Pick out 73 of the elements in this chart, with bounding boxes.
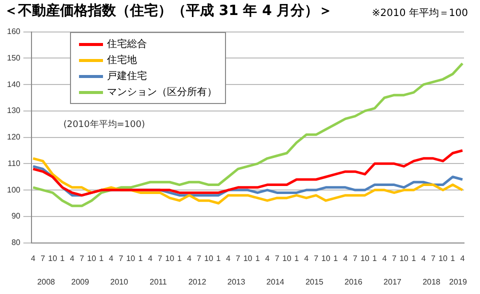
- x2-tick-label: 2017: [384, 277, 402, 286]
- x-tick-label: 7: [314, 254, 319, 263]
- x-tick-label: 7: [392, 254, 397, 263]
- x-tick-label: 7: [274, 254, 280, 263]
- y-tick-label: 140: [6, 80, 21, 89]
- y-tick-label: 100: [6, 185, 21, 194]
- x2-tick-label: 2014: [266, 277, 285, 286]
- x-tick-label: 1: [372, 254, 378, 263]
- x-tick-label: 7: [40, 254, 46, 263]
- x-tick-label: 4: [108, 254, 114, 263]
- y-tick-label: 110: [8, 158, 21, 168]
- x-tick-label: 1: [333, 254, 338, 263]
- x-tick-label: 10: [282, 254, 292, 263]
- x-tick-label: 4: [70, 254, 75, 263]
- x-tick-label: 7: [118, 254, 124, 263]
- x2-tick-label: 2015: [305, 277, 324, 286]
- x-tick-label: 1: [450, 254, 456, 263]
- legend-label: 住宅総合: [107, 38, 147, 51]
- x-tick-label: 10: [204, 254, 214, 263]
- chart-subtitle: ※2010 年平均＝100: [372, 7, 468, 20]
- x-tick-label: 10: [87, 254, 97, 263]
- annotation: (2010年平均=100): [63, 119, 146, 130]
- x2-tick-label: 2018: [422, 277, 441, 286]
- x-tick-label: 1: [177, 254, 182, 263]
- x2-tick-label: 2013: [227, 277, 246, 286]
- y-tick-label: 90: [11, 212, 21, 221]
- x-tick-label: 4: [265, 254, 270, 263]
- y-tick-label: 80: [11, 238, 21, 248]
- x-tick-label: 7: [158, 254, 163, 263]
- x2-tick-label: 2008: [37, 277, 56, 286]
- x-tick-label: 7: [80, 254, 85, 263]
- x-tick-label: 7: [196, 254, 202, 263]
- y-tick-label: 120: [6, 132, 21, 142]
- x-tick-label: 10: [360, 254, 370, 263]
- x-tick-label: 1: [216, 254, 222, 263]
- x-tick-label: 1: [411, 254, 416, 263]
- x-tick-label: 4: [460, 254, 466, 263]
- y-tick-label: 160: [6, 27, 21, 36]
- x-tick-label: 4: [421, 254, 426, 263]
- x-tick-label: 10: [399, 254, 409, 263]
- x2-tick-label: 2011: [150, 277, 168, 286]
- x-tick-label: 10: [321, 254, 331, 263]
- x2-tick-label: 2016: [344, 277, 363, 286]
- x-tick-label: 1: [255, 254, 260, 263]
- x2-tick-label: 2009: [71, 277, 90, 286]
- x-tick-label: 10: [438, 254, 448, 263]
- x-tick-label: 1: [99, 254, 104, 263]
- x-tick-label: 10: [165, 254, 175, 263]
- x2-tick-label: 2010: [110, 277, 129, 286]
- x-tick-label: 1: [138, 254, 144, 263]
- y-tick-label: 150: [6, 53, 21, 62]
- x-tick-label: 4: [304, 254, 310, 263]
- x-tick-label: 4: [148, 254, 153, 263]
- x-tick-label: 4: [343, 254, 348, 263]
- y-tick-label: 130: [6, 106, 21, 116]
- legend-label: 住宅地: [107, 54, 137, 67]
- x-tick-label: 4: [187, 254, 192, 263]
- x-tick-label: 10: [243, 254, 253, 263]
- x-tick-label: 4: [382, 254, 388, 263]
- x-tick-label: 7: [430, 254, 436, 263]
- legend-label: 戸建住宅: [107, 70, 147, 83]
- x-tick-label: 1: [60, 254, 66, 263]
- x-tick-label: 10: [126, 254, 136, 263]
- x-tick-label: 7: [352, 254, 358, 263]
- chart-title: ＜不動産価格指数（住宅）（平成 31 年 4 月分）＞: [4, 2, 333, 20]
- x-tick-label: 4: [30, 254, 36, 263]
- x-tick-label: 4: [226, 254, 232, 263]
- x-tick-label: 7: [236, 254, 241, 263]
- x2-tick-label: 2012: [188, 277, 207, 286]
- x2-tick-label: 2019: [449, 277, 468, 286]
- x-tick-label: 1: [294, 254, 300, 263]
- x-tick-label: 10: [48, 254, 58, 263]
- legend-label: マンション（区分所有）: [107, 86, 217, 99]
